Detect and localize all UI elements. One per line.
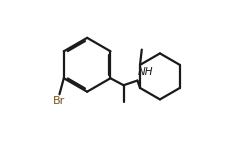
Text: NH: NH xyxy=(138,67,153,77)
Text: Br: Br xyxy=(53,96,65,106)
